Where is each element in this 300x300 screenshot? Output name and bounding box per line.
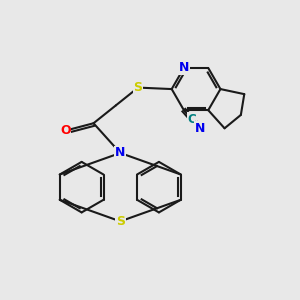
Text: S: S	[134, 81, 142, 94]
Text: C: C	[188, 113, 197, 126]
Text: S: S	[116, 215, 125, 228]
Text: N: N	[179, 61, 189, 74]
Text: O: O	[60, 124, 70, 137]
Text: N: N	[115, 146, 125, 160]
Text: N: N	[195, 122, 206, 135]
